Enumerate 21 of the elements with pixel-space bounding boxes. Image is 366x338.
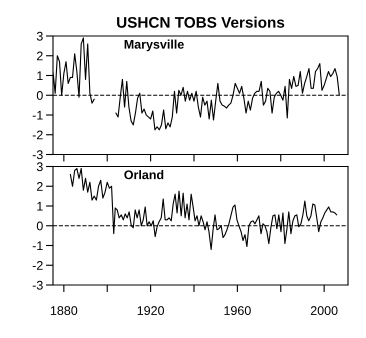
y-tick-label: -2 <box>32 261 43 270</box>
y-tick-label: -1 <box>32 241 43 250</box>
annotation: Marysville <box>124 40 184 52</box>
y-tick-label: 1 <box>37 202 43 211</box>
y-tick-label: 3 <box>36 162 43 172</box>
y-tick-label: -3 <box>32 150 43 160</box>
annotation: Orland <box>124 170 164 180</box>
y-tick-label: 2 <box>36 182 43 191</box>
y-tick-label: -1 <box>32 110 43 120</box>
y-tick-label: 2 <box>36 52 43 60</box>
chart-title: USHCN TOBS Versions <box>117 16 284 28</box>
y-tick-label: -2 <box>32 130 43 140</box>
x-tick-label: 1920 <box>138 306 164 316</box>
y-tick-label: 0 <box>36 91 43 100</box>
y-tick-label: 1 <box>37 71 43 80</box>
x-tick-label: 1880 <box>50 306 78 316</box>
x-tick-label: 1960 <box>224 306 251 316</box>
y-tick-label: 3 <box>36 32 43 41</box>
y-tick-label: -3 <box>32 280 43 290</box>
x-tick-label: 2000 <box>310 306 338 316</box>
y-tick-label: 0 <box>36 222 43 230</box>
